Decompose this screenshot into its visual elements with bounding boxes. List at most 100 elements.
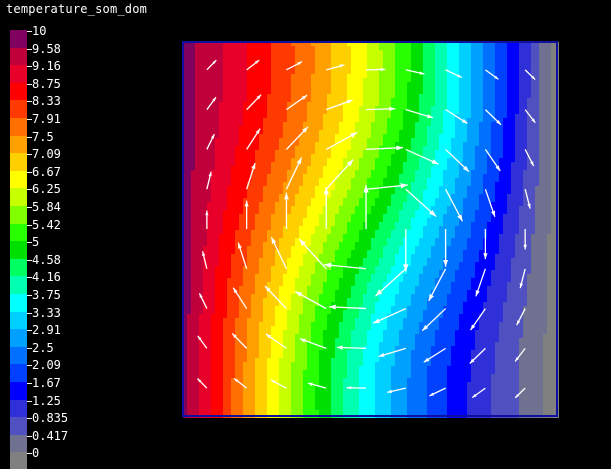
field-cell (311, 142, 315, 146)
field-cell (431, 230, 435, 234)
field-cell (423, 166, 427, 170)
field-cell (355, 194, 359, 198)
field-cell (295, 110, 299, 114)
field-cell (275, 98, 279, 102)
field-cell (539, 90, 543, 94)
field-cell (471, 74, 475, 78)
field-cell (215, 50, 219, 54)
field-cell (187, 138, 191, 142)
field-cell (511, 198, 515, 202)
field-cell (303, 170, 307, 174)
field-cell (427, 134, 431, 138)
field-cell (223, 242, 227, 246)
field-cell (183, 154, 187, 158)
field-cell (435, 86, 439, 90)
field-cell (311, 114, 315, 118)
field-cell (451, 158, 455, 162)
field-cell (379, 118, 383, 122)
field-cell (251, 174, 255, 178)
field-cell (495, 102, 499, 106)
field-cell (343, 130, 347, 134)
field-cell (371, 138, 375, 142)
field-cell (415, 166, 419, 170)
field-cell (279, 50, 283, 54)
field-cell (247, 142, 251, 146)
field-cell (483, 138, 487, 142)
field-cell (339, 226, 343, 230)
field-cell (315, 238, 319, 242)
field-cell (219, 186, 223, 190)
field-cell (307, 198, 311, 202)
field-cell (203, 186, 207, 190)
field-cell (215, 74, 219, 78)
field-cell (531, 218, 535, 222)
field-cell (535, 202, 539, 206)
field-cell (271, 122, 275, 126)
field-cell (435, 126, 439, 130)
field-cell (295, 122, 299, 126)
field-cell (287, 250, 291, 254)
field-cell (499, 190, 503, 194)
field-cell (503, 146, 507, 150)
field-cell (383, 78, 387, 82)
field-cell (211, 170, 215, 174)
field-cell (435, 58, 439, 62)
field-cell (399, 230, 403, 234)
field-cell (347, 174, 351, 178)
field-cell (355, 98, 359, 102)
field-cell (471, 78, 475, 82)
field-cell (531, 62, 535, 66)
field-cell (291, 70, 295, 74)
field-cell (367, 146, 371, 150)
field-cell (235, 82, 239, 86)
field-cell (339, 234, 343, 238)
field-cell (463, 158, 467, 162)
field-cell (359, 66, 363, 70)
field-cell (407, 110, 411, 114)
field-cell (547, 102, 551, 106)
field-cell (211, 178, 215, 182)
field-cell (351, 210, 355, 214)
field-cell (255, 102, 259, 106)
field-cell (483, 198, 487, 202)
field-cell (547, 42, 551, 46)
field-cell (271, 114, 275, 118)
field-cell (327, 138, 331, 142)
field-cell (491, 202, 495, 206)
field-cell (467, 134, 471, 138)
field-cell (227, 182, 231, 186)
field-cell (339, 162, 343, 166)
field-cell (487, 46, 491, 50)
field-cell (395, 114, 399, 118)
field-cell (287, 134, 291, 138)
field-cell (543, 166, 547, 170)
field-cell (359, 122, 363, 126)
field-cell (279, 126, 283, 130)
field-cell (327, 150, 331, 154)
field-cell (451, 242, 455, 246)
field-cell (495, 226, 499, 230)
field-cell (411, 142, 415, 146)
field-cell (407, 126, 411, 130)
field-cell (383, 238, 387, 242)
field-cell (519, 42, 523, 46)
field-cell (447, 98, 451, 102)
field-cell (195, 130, 199, 134)
field-cell (419, 94, 423, 98)
field-cell (439, 230, 443, 234)
field-cell (395, 222, 399, 226)
field-cell (543, 198, 547, 202)
field-cell (323, 182, 327, 186)
field-cell (355, 190, 359, 194)
field-cell (411, 202, 415, 206)
field-cell (311, 54, 315, 58)
field-cell (543, 98, 547, 102)
field-cell (523, 86, 527, 90)
field-cell (447, 142, 451, 146)
field-cell (191, 46, 195, 50)
field-cell (491, 122, 495, 126)
field-cell (251, 226, 255, 230)
field-cell (491, 134, 495, 138)
field-cell (355, 58, 359, 62)
field-cell (255, 86, 259, 90)
